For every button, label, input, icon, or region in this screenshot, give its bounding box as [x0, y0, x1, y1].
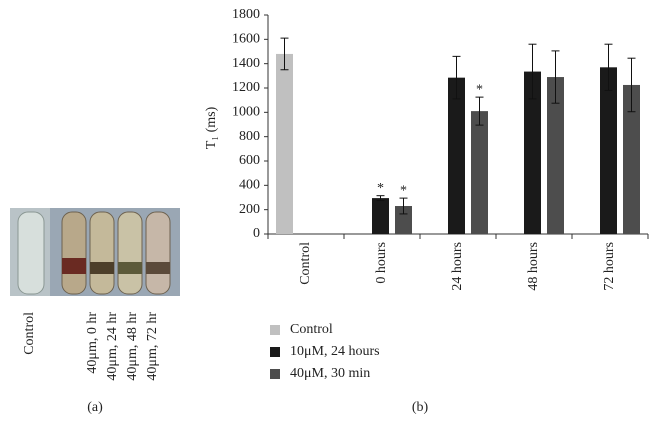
- bar: [600, 67, 617, 234]
- y-tick-label: 1200: [232, 80, 260, 95]
- significance-marker: *: [400, 183, 407, 198]
- bar: [448, 77, 465, 235]
- legend-swatch: [270, 369, 280, 379]
- x-tick-label: Control: [298, 242, 313, 285]
- bar: [372, 198, 389, 234]
- tube-label: 40μm, 72 hr: [145, 312, 160, 381]
- tube-label: 40μm, 48 hr: [125, 312, 140, 381]
- y-tick-label: 1000: [232, 105, 260, 120]
- x-tick-label: 72 hours: [602, 242, 617, 291]
- legend-label: Control: [290, 322, 333, 337]
- y-tick-label: 600: [239, 153, 260, 168]
- x-tick-label: 24 hours: [450, 242, 465, 291]
- y-tick-label: 200: [239, 202, 260, 217]
- tube-photo: [10, 208, 180, 296]
- y-tick-label: 1400: [232, 56, 260, 71]
- y-tick-label: 800: [239, 129, 260, 144]
- bar: [623, 84, 640, 234]
- y-axis-label: T₁ (ms): [204, 106, 219, 149]
- bar: [276, 53, 293, 234]
- legend-swatch: [270, 347, 280, 357]
- panel-caption: (a): [87, 400, 103, 415]
- bar: [471, 111, 488, 234]
- x-tick-label: 0 hours: [374, 242, 389, 284]
- tube-label: 40μm, 24 hr: [105, 312, 120, 381]
- y-tick-label: 1600: [232, 32, 260, 47]
- bar: [524, 71, 541, 234]
- tube-label: 40μm, 0 hr: [85, 312, 100, 374]
- bar: [547, 77, 564, 234]
- y-tick-label: 0: [253, 226, 260, 241]
- significance-marker: *: [476, 82, 483, 97]
- legend-label: 10μM, 24 hours: [290, 344, 380, 359]
- tube-label: Control: [22, 312, 37, 355]
- y-tick-label: 400: [239, 178, 260, 193]
- y-tick-label: 1800: [232, 7, 260, 22]
- legend-label: 40μM, 30 min: [290, 366, 370, 381]
- legend-swatch: [270, 325, 280, 335]
- x-tick-label: 48 hours: [526, 242, 541, 291]
- panel-caption: (b): [412, 400, 429, 415]
- bar: [395, 206, 412, 234]
- significance-marker: *: [377, 181, 384, 196]
